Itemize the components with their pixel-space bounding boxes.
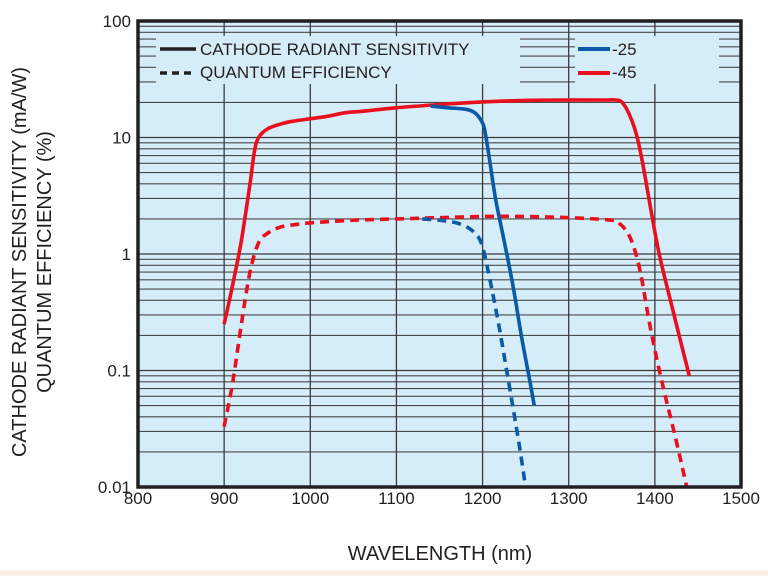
legend: CATHODE RADIANT SENSITIVITY QUANTUM EFFI… <box>156 36 719 84</box>
x-tick-labels: 800 900 1000 1100 1200 1300 1400 1500 <box>124 489 760 508</box>
series-layer <box>222 98 692 488</box>
x-tick-label: 1500 <box>722 489 760 508</box>
y-tick-label: 0.01 <box>98 478 131 497</box>
bottom-band <box>0 570 768 576</box>
x-tick-label: 1300 <box>550 489 588 508</box>
series-line-3 <box>222 214 689 488</box>
y-tick-label: 10 <box>112 129 131 148</box>
x-tick-label: 800 <box>124 489 152 508</box>
y-axis-title-line1: CATHODE RADIANT SENSITIVITY (mA/W) <box>9 67 31 457</box>
y-tick-labels: 0.01 0.1 1 10 100 <box>98 12 131 497</box>
legend-label-minus25: -25 <box>612 40 637 59</box>
x-tick-label: 1100 <box>378 489 415 508</box>
x-axis-title: WAVELENGTH (nm) <box>348 543 532 565</box>
legend-background <box>156 36 520 84</box>
series-line-2 <box>430 104 537 406</box>
plot-frame <box>136 19 743 489</box>
x-tick-label: 1000 <box>291 489 329 508</box>
series-line-1 <box>222 98 692 377</box>
legend-background-right <box>575 36 719 84</box>
x-tick-label: 1400 <box>636 489 674 508</box>
series-line-4 <box>422 217 528 488</box>
y-tick-label: 0.1 <box>107 362 131 381</box>
legend-label-quantum: QUANTUM EFFICIENCY <box>200 63 392 82</box>
x-tick-label: 1200 <box>464 489 502 508</box>
x-tick-label: 900 <box>210 489 238 508</box>
y-axis-title-line2: QUANTUM EFFICIENCY (%) <box>34 131 56 393</box>
legend-label-minus45: -45 <box>612 63 637 82</box>
y-tick-label: 100 <box>103 12 131 31</box>
y-tick-label: 1 <box>122 245 131 264</box>
legend-label-cathode: CATHODE RADIANT SENSITIVITY <box>200 40 470 59</box>
